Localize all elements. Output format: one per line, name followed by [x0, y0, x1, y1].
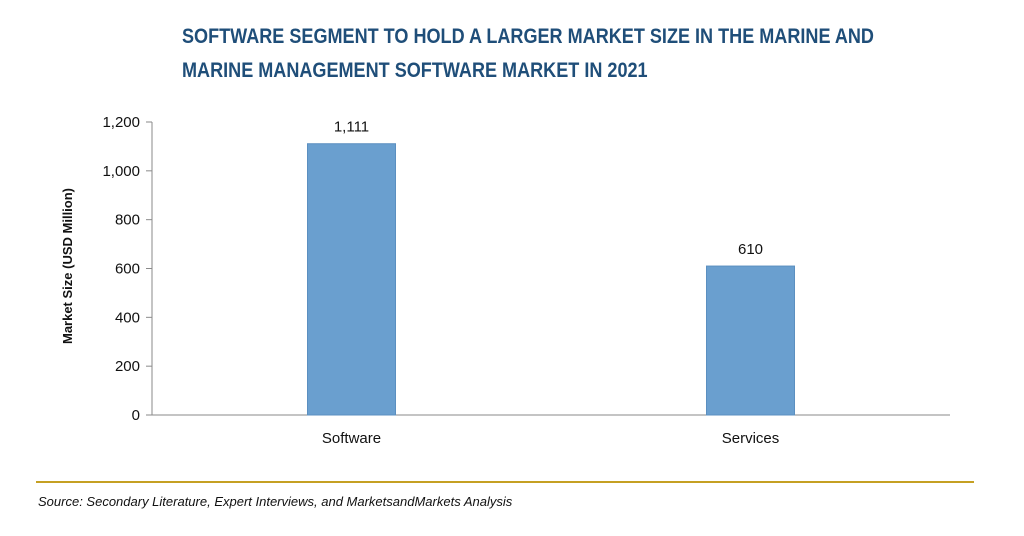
footer-divider	[36, 481, 974, 483]
y-tick-label: 400	[115, 309, 140, 326]
y-axis-label: Market Size (USD Million)	[60, 188, 75, 344]
y-tick-label: 200	[115, 358, 140, 375]
data-labels: 1,111 610	[334, 119, 763, 258]
y-tick-label: 800	[115, 212, 140, 229]
bar-services	[706, 265, 795, 416]
data-label-software: 1,111	[334, 119, 369, 136]
chart-title: SOFTWARE SEGMENT TO HOLD A LARGER MARKET…	[182, 20, 874, 88]
category-labels: Software Services	[322, 430, 779, 447]
y-ticks: 0 200 400 600 800 1,000 1,200	[102, 114, 152, 424]
y-tick-label: 0	[132, 407, 140, 424]
y-tick-label: 600	[115, 261, 140, 278]
bar-software	[307, 143, 396, 416]
y-tick-label: 1,000	[102, 163, 140, 180]
category-label-software: Software	[322, 430, 381, 447]
category-label-services: Services	[722, 430, 780, 447]
y-tick-label: 1,200	[102, 114, 140, 131]
data-label-services: 610	[738, 241, 763, 258]
bar-chart: Market Size (USD Million) 0 200 400 600 800 1…	[60, 114, 950, 447]
chart-title-line-2: MARINE MANAGEMENT SOFTWARE MARKET IN 202…	[182, 59, 648, 82]
source-note: Source: Secondary Literature, Expert Int…	[38, 494, 513, 509]
bars	[307, 143, 795, 416]
chart-title-line-1: SOFTWARE SEGMENT TO HOLD A LARGER MARKET…	[182, 25, 874, 48]
